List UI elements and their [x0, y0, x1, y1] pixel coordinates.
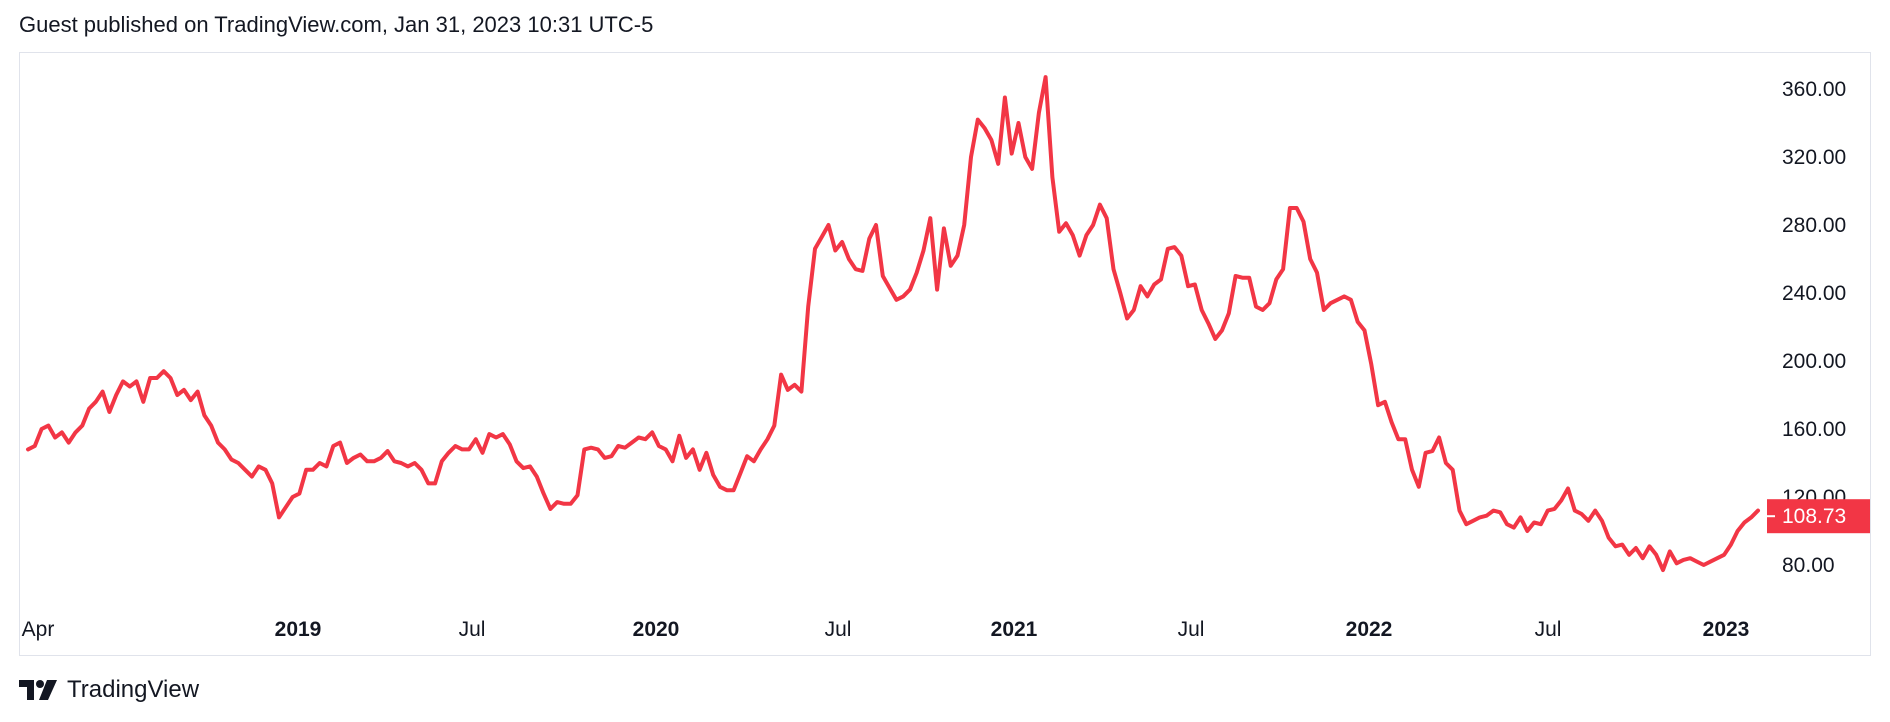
last-price-label: 108.73	[1782, 505, 1846, 528]
brand-name: TradingView	[67, 676, 200, 703]
x-tick-label: 2022	[1346, 618, 1393, 641]
x-tick-label: Jul	[1535, 618, 1562, 641]
x-tick-label: Jul	[825, 618, 852, 641]
tradingview-brand[interactable]: TradingView	[19, 676, 199, 704]
x-tick-label: Jul	[459, 618, 486, 641]
x-tick-label: 2020	[633, 618, 680, 641]
y-tick-label: 240.00	[1782, 282, 1846, 305]
price-chart[interactable]: 80.00120.00160.00200.00240.00280.00320.0…	[20, 53, 1870, 655]
y-tick-label: 160.00	[1782, 418, 1846, 441]
y-tick-label: 200.00	[1782, 350, 1846, 373]
y-tick-label: 80.00	[1782, 554, 1835, 577]
last-price-badge	[1767, 499, 1870, 534]
x-tick-label: Apr	[22, 618, 55, 641]
y-tick-label: 280.00	[1782, 214, 1846, 237]
x-tick-label: 2019	[275, 618, 322, 641]
price-series-line	[26, 75, 1760, 573]
x-tick-label: Jul	[1178, 618, 1205, 641]
x-tick-label: 2023	[1703, 618, 1750, 641]
tradingview-logo-icon	[19, 680, 57, 700]
x-tick-label: 2021	[991, 618, 1038, 641]
y-tick-label: 320.00	[1782, 146, 1846, 169]
chart-frame[interactable]: 80.00 120.00 160.00 200.00 240.00 280.00 320.0…	[19, 52, 1871, 656]
publish-info: Guest published on TradingView.com, Jan …	[19, 12, 654, 37]
y-tick-label: 360.00	[1782, 78, 1846, 101]
